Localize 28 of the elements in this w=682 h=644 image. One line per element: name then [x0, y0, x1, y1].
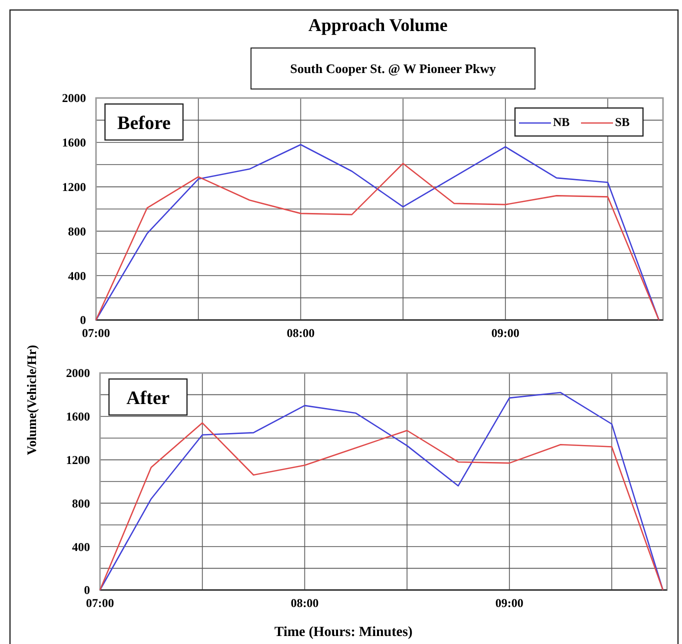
- y-tick-label: 800: [68, 224, 86, 238]
- x-tick-label: 09:00: [491, 326, 520, 340]
- y-tick-label: 2000: [62, 91, 86, 106]
- annotation: Before: [117, 113, 171, 134]
- y-tick-label: 800: [72, 496, 90, 510]
- legend-label: NB: [553, 115, 570, 130]
- x-tick-label: 07:00: [86, 596, 114, 610]
- y-tick-label: 400: [72, 540, 90, 554]
- chart-title: Approach Volume: [308, 15, 448, 35]
- chart-subtitle: South Cooper St. @ W Pioneer Pkwy: [290, 61, 496, 76]
- legend-label: SB: [615, 115, 630, 130]
- line-series: [99, 392, 664, 591]
- annotation: After: [126, 388, 170, 409]
- y-tick-label: 1200: [66, 453, 90, 467]
- y-tick-label: 0: [84, 583, 90, 598]
- x-tick-label: 08:00: [290, 596, 319, 610]
- y-tick-label: 0: [80, 313, 86, 328]
- x-tick-label: 07:00: [82, 326, 110, 340]
- y-tick-label: 400: [68, 268, 86, 283]
- y-axis-title: Volume(Vehicle/Hr): [24, 344, 39, 456]
- y-tick-label: 1600: [62, 136, 86, 150]
- y-tick-label: 1600: [66, 410, 90, 424]
- y-tick-label: 2000: [66, 366, 90, 380]
- line-series: [99, 422, 664, 591]
- y-tick-label: 1200: [62, 180, 86, 194]
- x-tick-label: 09:00: [495, 596, 524, 610]
- x-axis-title: Time (Hours: Minutes): [274, 625, 413, 640]
- x-tick-label: 08:00: [286, 326, 315, 340]
